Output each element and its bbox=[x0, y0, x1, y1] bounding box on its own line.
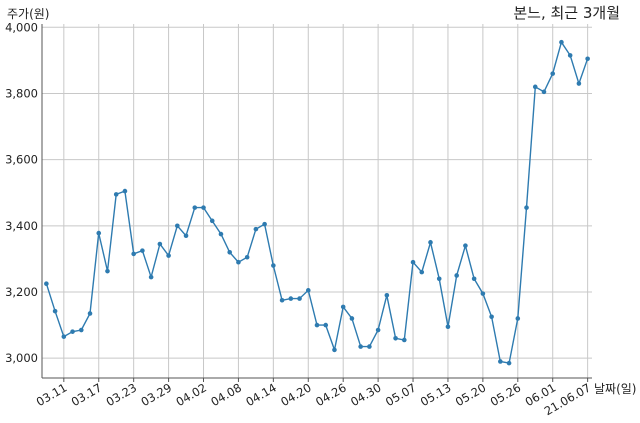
price-point bbox=[122, 188, 128, 194]
x-tick-label: 04.08 bbox=[208, 380, 244, 409]
price-point bbox=[340, 304, 346, 310]
price-point bbox=[244, 254, 250, 260]
price-point bbox=[166, 253, 171, 258]
price-point bbox=[209, 218, 215, 224]
price-point bbox=[428, 240, 433, 245]
price-point bbox=[471, 276, 477, 282]
price-point bbox=[489, 314, 494, 320]
price-point bbox=[524, 205, 529, 210]
axes bbox=[41, 24, 592, 382]
price-point bbox=[436, 276, 442, 282]
x-tick-label: 05.13 bbox=[418, 380, 454, 409]
y-axis-label: 주가(원) bbox=[7, 7, 49, 21]
x-tick-label: 03.17 bbox=[69, 380, 105, 409]
price-point bbox=[419, 269, 425, 275]
y-tick-label: 3,800 bbox=[5, 86, 38, 100]
price-point bbox=[332, 347, 337, 353]
price-point bbox=[349, 316, 355, 321]
price-point bbox=[78, 327, 84, 333]
price-point bbox=[323, 322, 329, 328]
price-point bbox=[218, 231, 224, 237]
price-point bbox=[384, 292, 390, 298]
price-point bbox=[576, 81, 582, 86]
x-tick-label: 03.23 bbox=[104, 380, 140, 409]
x-tick-label: 04.02 bbox=[173, 380, 209, 409]
price-point bbox=[271, 263, 276, 268]
price-point bbox=[44, 281, 49, 287]
price-series bbox=[44, 39, 590, 366]
chart-title: 본느, 최근 3개월 bbox=[513, 4, 620, 22]
x-axis-label: 날짜(일) bbox=[594, 382, 636, 396]
x-tick-label: 04.20 bbox=[278, 380, 314, 409]
price-point bbox=[506, 360, 512, 366]
price-point bbox=[393, 335, 398, 341]
x-tick-label: 05.26 bbox=[488, 380, 524, 409]
price-point bbox=[140, 248, 145, 253]
price-point bbox=[445, 324, 451, 330]
price-point bbox=[480, 291, 486, 296]
price-point bbox=[61, 334, 67, 339]
price-point bbox=[279, 297, 285, 303]
x-tick-label: 04.30 bbox=[348, 380, 384, 409]
y-tick-label: 3,600 bbox=[5, 153, 38, 167]
price-point bbox=[253, 226, 259, 232]
y-tick-label: 3,400 bbox=[5, 219, 38, 233]
price-point bbox=[70, 329, 75, 334]
price-point bbox=[201, 205, 206, 210]
y-tick-label: 4,000 bbox=[5, 20, 38, 34]
price-point bbox=[567, 53, 573, 58]
price-point bbox=[183, 233, 189, 239]
price-point bbox=[532, 84, 538, 90]
price-point bbox=[192, 205, 198, 210]
x-tick-label: 03.29 bbox=[139, 380, 175, 409]
price-point bbox=[402, 337, 407, 343]
price-point bbox=[148, 274, 154, 280]
price-point bbox=[559, 39, 564, 45]
price-point bbox=[105, 268, 110, 274]
price-point bbox=[131, 251, 136, 257]
price-point bbox=[227, 249, 232, 255]
price-point bbox=[157, 241, 163, 247]
price-point bbox=[585, 56, 590, 62]
price-point bbox=[288, 296, 294, 301]
y-tick-label: 3,000 bbox=[5, 351, 38, 365]
price-point bbox=[375, 327, 381, 333]
x-tick-label: 05.07 bbox=[383, 380, 419, 409]
x-tick-label: 04.14 bbox=[243, 380, 279, 409]
price-point bbox=[262, 221, 267, 227]
price-point bbox=[463, 243, 468, 248]
price-point bbox=[87, 311, 93, 316]
price-point bbox=[498, 359, 503, 364]
x-tick-label: 05.20 bbox=[453, 380, 489, 409]
price-point bbox=[236, 259, 241, 265]
price-point bbox=[297, 296, 302, 301]
price-point bbox=[175, 223, 180, 229]
price-point bbox=[314, 322, 320, 328]
price-point bbox=[113, 192, 119, 197]
x-tick-label: 04.26 bbox=[313, 380, 349, 409]
price-point bbox=[550, 71, 556, 76]
price-point bbox=[541, 89, 547, 95]
price-point bbox=[410, 259, 416, 265]
y-tick-label: 3,200 bbox=[5, 285, 38, 299]
price-point bbox=[454, 273, 459, 278]
price-point bbox=[367, 344, 372, 349]
price-point bbox=[305, 288, 311, 293]
price-point bbox=[96, 230, 102, 236]
price-point bbox=[358, 344, 363, 349]
price-point bbox=[52, 308, 58, 314]
x-tick-label: 03.11 bbox=[34, 380, 70, 409]
price-point bbox=[515, 316, 521, 321]
price-line bbox=[45, 40, 589, 364]
